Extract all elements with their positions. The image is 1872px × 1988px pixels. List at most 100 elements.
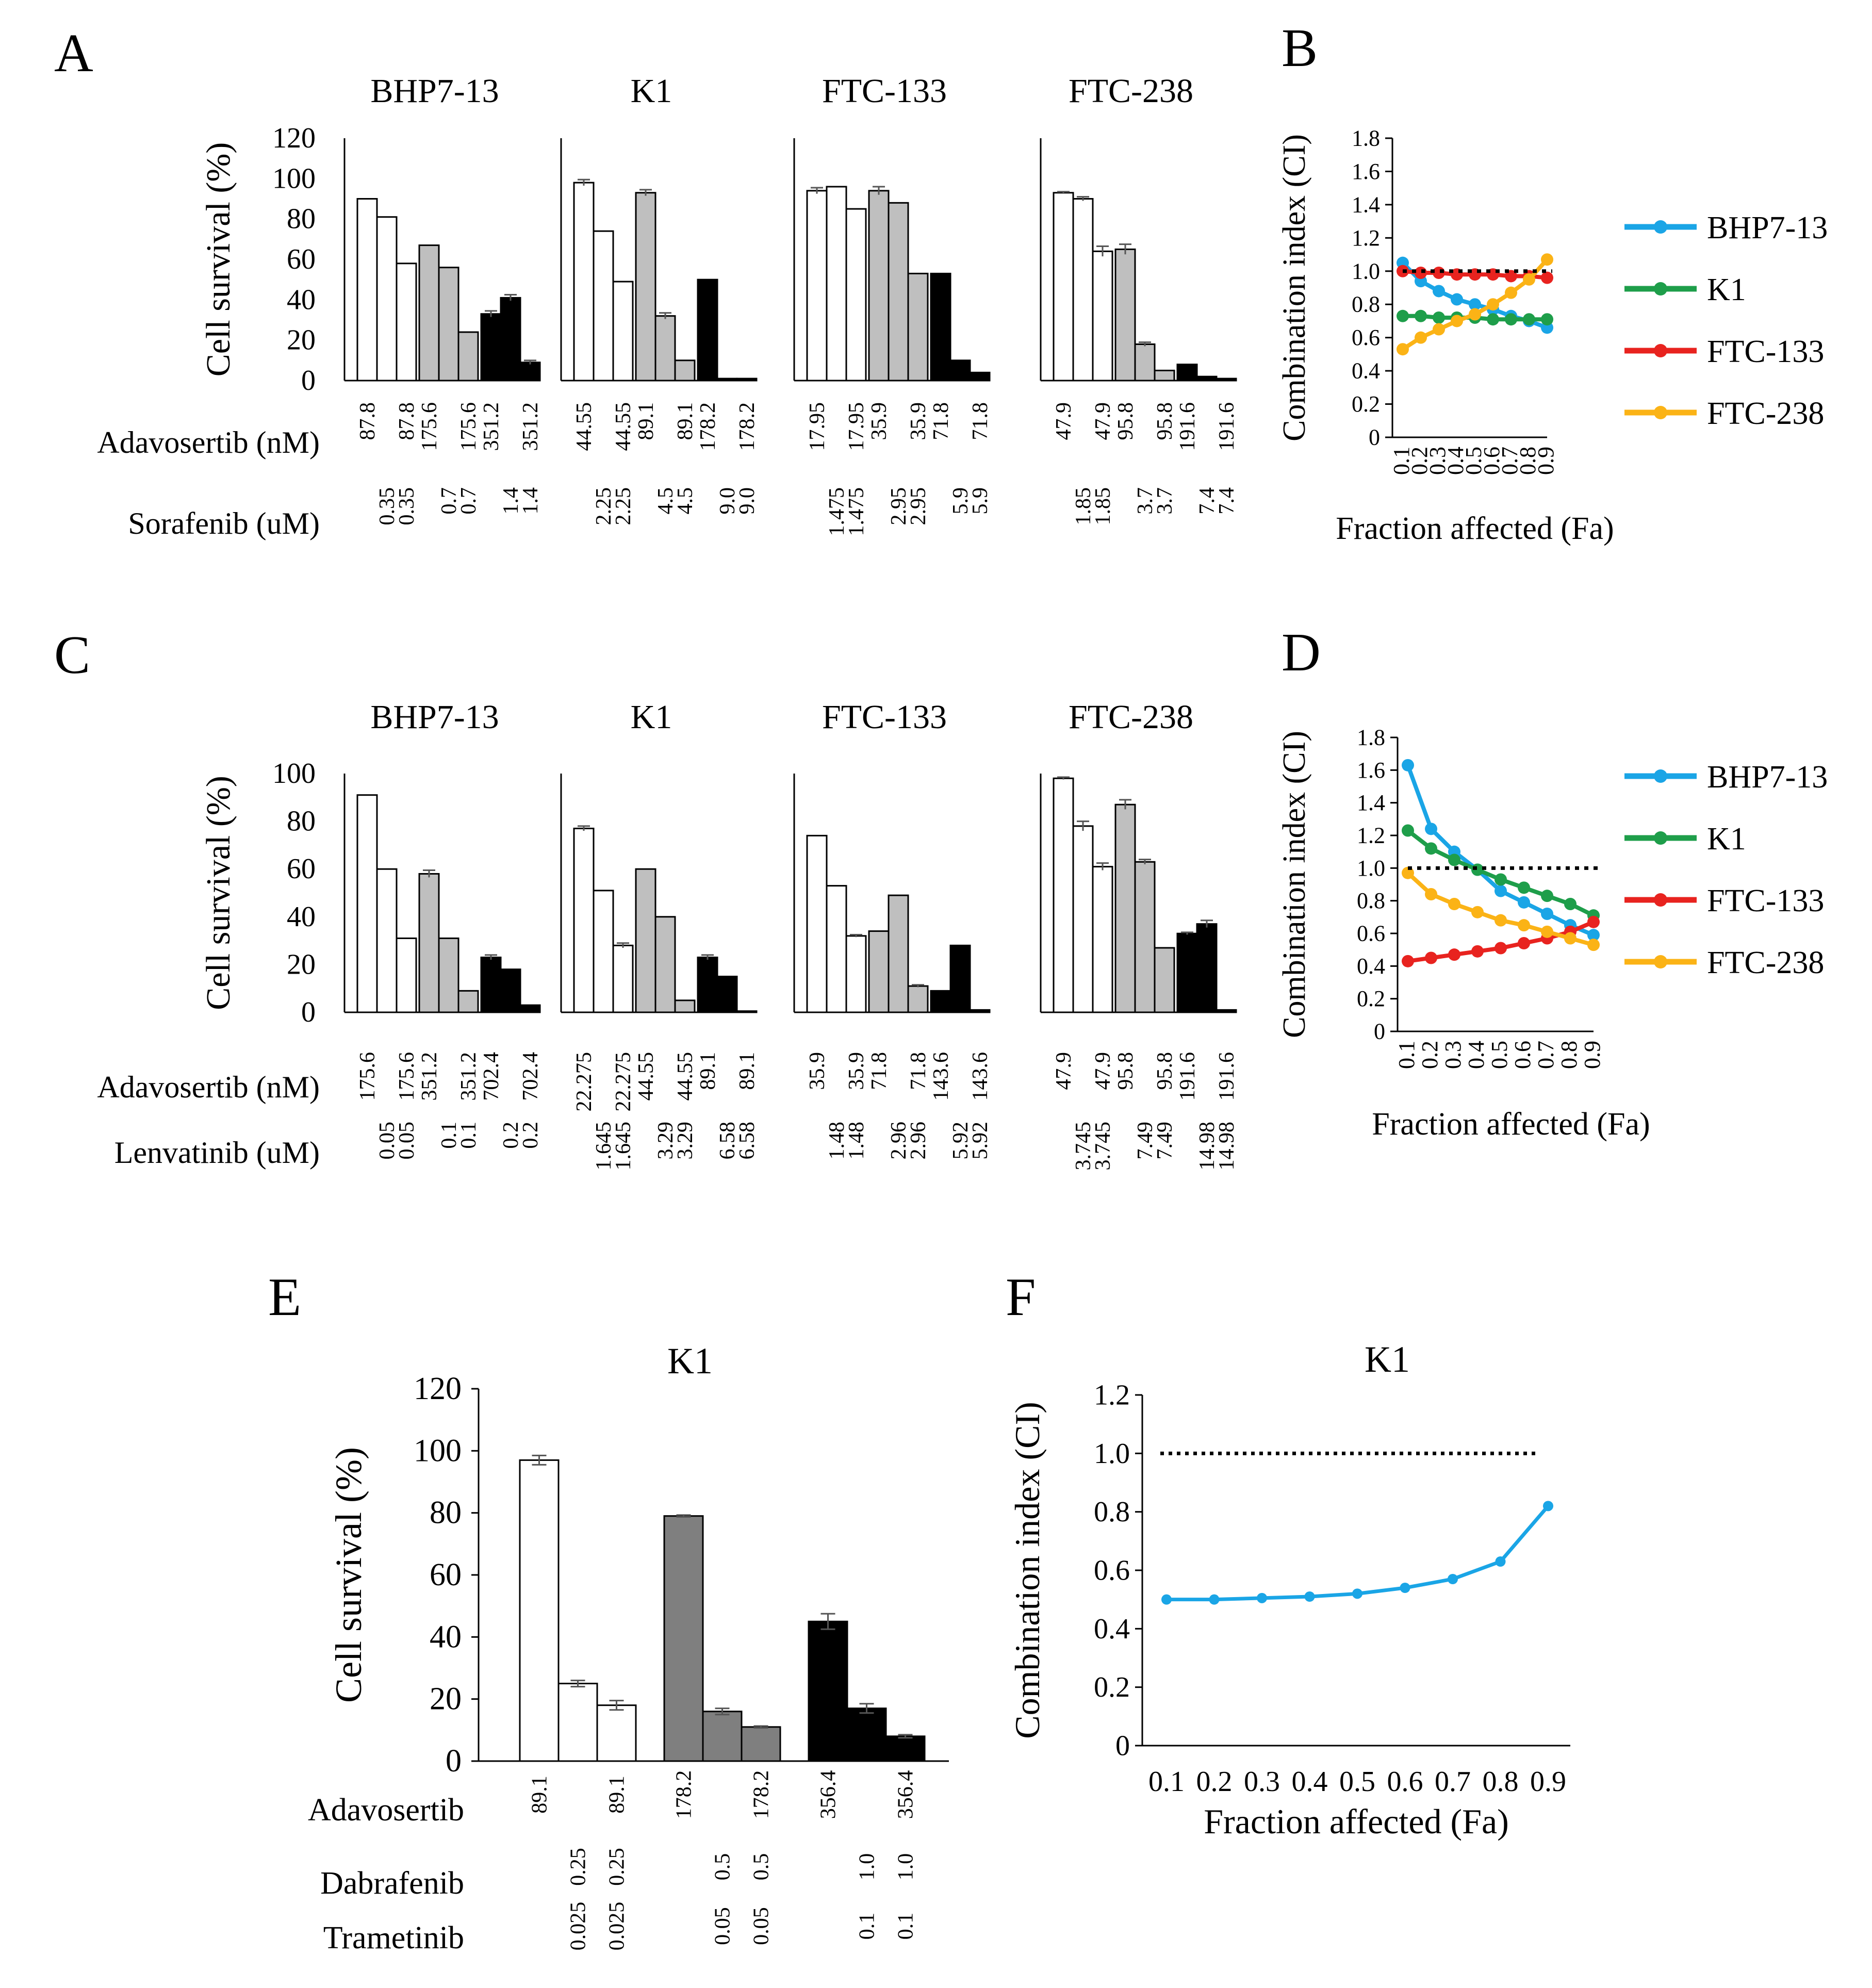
dose-label: 0.025 (605, 1902, 629, 1951)
y-tick-label: 20 (287, 948, 316, 980)
data-point (1469, 298, 1481, 311)
y-tick-label: 0.8 (1357, 888, 1385, 913)
data-point (1448, 853, 1460, 866)
bar (969, 371, 991, 382)
y-tick-label: 100 (414, 1433, 462, 1468)
bar (702, 1711, 743, 1762)
y-axis-label: Combination index (CI) (1277, 134, 1312, 441)
dose-label: 0.7 (457, 487, 481, 515)
dose-label: 0.1 (894, 1913, 918, 1940)
bar (736, 1010, 758, 1013)
y-axis-label: Combination index (CI) (1277, 731, 1312, 1038)
dose-label: 0.1 (856, 1913, 879, 1940)
dose-label: 35.9 (867, 402, 891, 440)
data-point (1402, 955, 1414, 967)
y-tick-label: 0.8 (1352, 292, 1380, 317)
x-tick-label: 0.3 (1244, 1766, 1280, 1798)
y-tick-label: 1.2 (1352, 225, 1380, 251)
dose-label: 17.95 (806, 402, 829, 451)
bar (612, 281, 634, 382)
dose-label: 178.2 (696, 402, 720, 451)
bar (557, 1683, 598, 1762)
dose-label: 89.1 (528, 1776, 552, 1814)
y-tick-label: 1.0 (1352, 258, 1380, 284)
bar (663, 1515, 704, 1762)
y-tick-label: 100 (272, 758, 316, 790)
data-point (1564, 898, 1577, 910)
data-point (1495, 873, 1507, 886)
y-axis-label: Cell survival (%) (200, 776, 237, 1010)
dose-label: 6.58 (716, 1122, 740, 1160)
bar (1154, 369, 1175, 382)
dose-label: 9.0 (716, 487, 740, 515)
dose-label: 175.6 (395, 1052, 419, 1101)
dose-label: 47.9 (1052, 402, 1076, 440)
y-tick-label: 0.4 (1094, 1613, 1130, 1645)
bar (654, 315, 676, 382)
dose-label: 702.4 (480, 1052, 503, 1101)
y-axis-label: Cell survival (%) (328, 1447, 369, 1703)
dose-label: 44.55 (674, 1052, 697, 1101)
dose-label: 71.8 (929, 402, 953, 440)
bar (480, 957, 502, 1013)
x-tick-label: 0.3 (1440, 1041, 1466, 1069)
dose-label: 175.6 (418, 402, 441, 451)
dose-label: 47.9 (1052, 1052, 1076, 1090)
chart-title: K1 (667, 1340, 713, 1382)
dose-label: 178.2 (750, 1770, 774, 1819)
y-tick-label: 1.2 (1357, 823, 1385, 848)
dose-label: 178.2 (672, 1770, 696, 1819)
data-point (1541, 890, 1553, 902)
dose-label: 356.4 (817, 1770, 841, 1819)
dose-label: 0.25 (567, 1848, 590, 1886)
x-tick-label: 0.6 (1387, 1766, 1423, 1798)
y-axis-label: Cell survival (%) (200, 142, 237, 377)
y-tick-label: 20 (430, 1682, 462, 1717)
x-tick-label: 0.5 (1461, 447, 1486, 475)
data-point (1425, 823, 1437, 835)
data-point (1587, 929, 1600, 942)
bar (846, 1707, 887, 1762)
data-point (1448, 1574, 1458, 1584)
subplot-title: BHP7-13 (370, 698, 499, 736)
data-point (1209, 1594, 1220, 1605)
row-label: Trametinib (323, 1920, 464, 1956)
bar (868, 930, 890, 1013)
data-point (1469, 308, 1481, 321)
panel-label-a: A (54, 23, 93, 83)
y-tick-label: 0.4 (1357, 954, 1385, 979)
x-tick-label: 0.2 (1407, 447, 1432, 475)
dose-label: 0.35 (375, 487, 399, 525)
bar (457, 331, 479, 382)
y-tick-label: 0.8 (1094, 1496, 1130, 1528)
y-tick-label: 60 (287, 853, 316, 885)
data-point (1587, 915, 1600, 928)
data-point (1541, 925, 1553, 938)
x-tick-label: 0.8 (1483, 1766, 1519, 1798)
bar (868, 190, 890, 382)
bar (519, 362, 541, 382)
row-label: Sorafenib (uM) (128, 506, 320, 540)
data-point (1487, 298, 1499, 311)
legend-marker (1654, 893, 1667, 907)
bar (654, 916, 676, 1013)
x-tick-label: 0.9 (1533, 447, 1558, 475)
dose-label: 35.9 (907, 402, 930, 440)
dose-label: 0.2 (519, 1122, 543, 1149)
bar (1196, 375, 1218, 382)
dose-label: 1.4 (519, 487, 543, 515)
dose-label: 175.6 (457, 402, 481, 451)
dose-label: 7.4 (1215, 487, 1239, 515)
x-axis-label: Fraction affected (Fa) (1372, 1107, 1650, 1142)
x-tick-label: 0.1 (1394, 1041, 1419, 1069)
x-tick-label: 0.7 (1533, 1041, 1558, 1069)
bar (457, 990, 479, 1013)
bar (519, 1004, 541, 1013)
bar (1176, 932, 1198, 1013)
y-tick-label: 0 (301, 996, 316, 1028)
legend-label: K1 (1707, 272, 1746, 307)
y-tick-label: 60 (287, 243, 316, 275)
dose-label: 7.4 (1195, 487, 1219, 515)
legend-label: FTC-238 (1707, 945, 1824, 980)
x-tick-label: 0.4 (1443, 447, 1468, 475)
